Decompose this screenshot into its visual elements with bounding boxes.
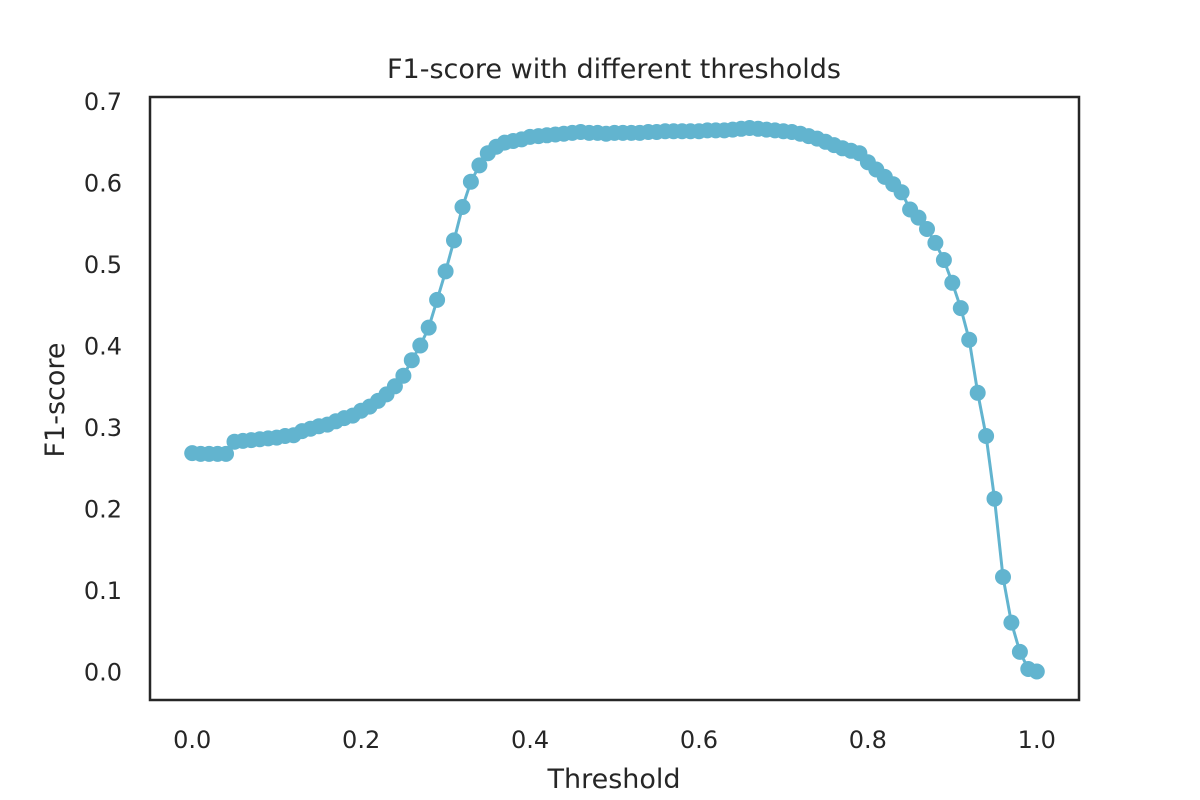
y-tick-label: 0.4 (84, 333, 122, 361)
data-point (403, 352, 420, 369)
data-point (910, 209, 927, 226)
data-point (919, 221, 935, 237)
data-point (969, 384, 986, 401)
data-point (1011, 643, 1028, 660)
data-point (952, 300, 969, 317)
x-tick-label: 0.0 (173, 726, 211, 754)
data-point (429, 291, 446, 308)
data-point (437, 263, 454, 280)
x-tick-label: 1.0 (1018, 726, 1056, 754)
y-tick-label: 0.7 (84, 88, 122, 116)
data-point (420, 319, 437, 336)
data-point (995, 569, 1011, 585)
x-tick-label: 0.4 (511, 726, 549, 754)
y-tick-label: 0.5 (84, 251, 122, 279)
y-axis-label: F1-score (40, 342, 71, 457)
data-point (893, 184, 910, 201)
data-point (978, 428, 995, 444)
y-tick-label: 0.2 (84, 496, 122, 524)
y-tick-labels: 0.0 0.1 0.2 0.3 0.4 0.5 0.6 0.7 (84, 88, 122, 686)
data-point (961, 331, 978, 348)
x-tick-label: 0.2 (342, 726, 380, 754)
y-tick-label: 0.1 (84, 577, 122, 605)
data-point (935, 252, 952, 268)
x-tick-labels: 0.0 0.2 0.4 0.6 0.8 1.0 (173, 726, 1056, 754)
data-point (944, 274, 961, 291)
data-point (462, 173, 479, 190)
data-point (412, 337, 429, 354)
data-point (927, 234, 944, 251)
y-tick-label: 0.6 (84, 170, 122, 198)
data-point (471, 157, 488, 174)
y-tick-label: 0.0 (84, 658, 122, 686)
y-tick-label: 0.3 (84, 414, 122, 442)
x-axis-label: Threshold (546, 764, 680, 795)
data-point (454, 199, 471, 215)
data-point (1028, 663, 1045, 680)
plot-area (184, 120, 1045, 680)
axes-frame (148, 95, 1081, 702)
data-point (1003, 614, 1020, 631)
data-point (218, 445, 234, 462)
x-tick-label: 0.8 (849, 726, 887, 754)
data-point (986, 490, 1003, 507)
data-point (395, 367, 412, 384)
data-point (446, 232, 462, 249)
x-tick-label: 0.6 (680, 726, 718, 754)
chart-title: F1-score with different thresholds (387, 54, 841, 85)
